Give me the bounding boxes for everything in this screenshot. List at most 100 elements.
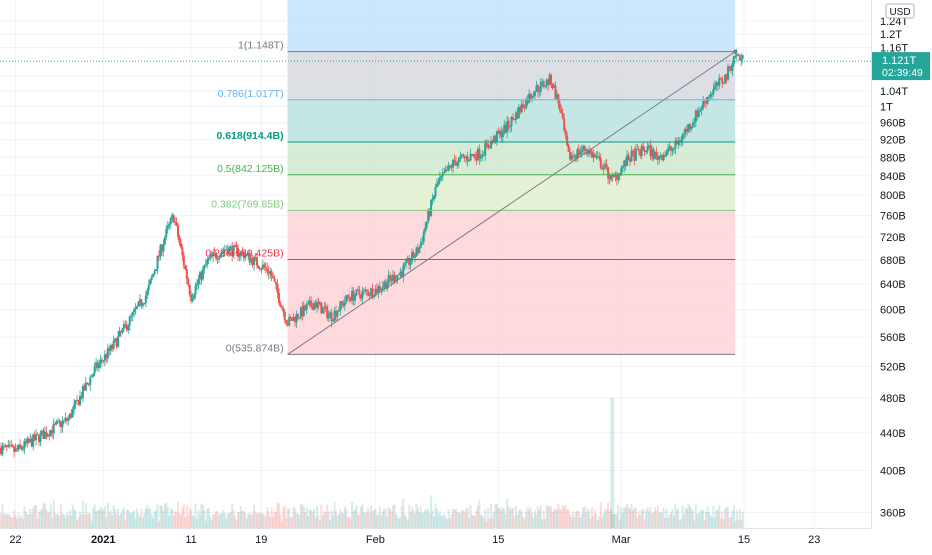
volume-bar [162, 510, 165, 528]
volume-bar [45, 509, 48, 528]
volume-bar [390, 511, 393, 528]
candle-body [29, 438, 32, 443]
volume-bar [40, 508, 43, 528]
volume-bar [599, 502, 602, 528]
candle-body [620, 168, 623, 176]
time-tick-label: 11 [185, 534, 196, 546]
candle-body [425, 221, 428, 228]
candle-body [349, 297, 352, 301]
volume-bar [498, 507, 501, 528]
candle-body [162, 244, 165, 252]
candle-body [633, 151, 636, 161]
volume-bar [610, 509, 613, 528]
candle-body [311, 306, 314, 310]
volume-bar [511, 508, 514, 528]
candle-body [301, 307, 304, 317]
fib-lines[interactable] [287, 51, 736, 355]
volume-bar [137, 513, 140, 528]
volume-bar [456, 512, 459, 528]
candle-body [260, 268, 263, 270]
candle-body [453, 159, 456, 162]
volume-bar [141, 517, 144, 528]
volume-bar [491, 517, 494, 528]
volume-bar [699, 510, 702, 528]
volume-bar [541, 519, 544, 528]
candle-body [563, 118, 566, 131]
candle-body [99, 359, 102, 364]
candle-body [263, 264, 266, 268]
volume-bar [668, 514, 671, 528]
candle-body [516, 112, 519, 119]
candle-body [337, 310, 340, 312]
candle-body [177, 225, 180, 237]
volume-bar [552, 510, 555, 528]
candle-body [399, 271, 402, 275]
volume-bar [728, 517, 731, 528]
volume-bar [631, 510, 634, 528]
volume-bar [118, 515, 121, 528]
currency-badge[interactable] [885, 3, 915, 19]
candle-body [623, 160, 626, 167]
candle-body [387, 275, 390, 284]
candle-body [332, 320, 335, 322]
candle-body [74, 400, 77, 405]
volume-bar [346, 516, 349, 528]
volume-bar [462, 510, 465, 528]
volume-bar [332, 515, 335, 528]
volume-bar [254, 511, 257, 528]
volume-bar [368, 513, 371, 528]
volume-bar [35, 505, 38, 528]
candle-body [105, 354, 108, 359]
volume-bar [119, 513, 122, 528]
candle-body [460, 154, 463, 157]
candle-body [560, 109, 563, 114]
candle-body [592, 154, 595, 158]
candle-body [454, 161, 457, 166]
candle-body [234, 245, 237, 247]
candle-body [81, 385, 84, 399]
candle-body [529, 93, 532, 99]
candle-body [285, 320, 288, 324]
candle-body [258, 268, 261, 270]
volume-bar [478, 500, 481, 528]
volume-bar [354, 509, 357, 528]
price-axis[interactable]: 1.24T1.2T1.16T1.08T1.04T1T960B920B880B84… [871, 0, 932, 550]
price-tick-label: 1.16T [880, 43, 908, 55]
candle-body [621, 166, 624, 169]
volume-bar [337, 514, 340, 528]
candle-body [310, 300, 313, 307]
volume-bar [343, 506, 346, 528]
volume-bar [177, 501, 180, 528]
volume-bar [11, 517, 14, 528]
candle-body [447, 165, 450, 171]
volume-bar [669, 512, 672, 528]
volume-bar [14, 515, 17, 528]
volume-bar [334, 510, 337, 528]
candle-body [441, 172, 444, 176]
volume-bar [697, 513, 700, 528]
candle-body [472, 154, 475, 156]
volume-bar [576, 510, 579, 528]
volume-bar [315, 505, 318, 528]
fib-trend-line[interactable] [287, 49, 738, 355]
candle-body [574, 155, 577, 159]
candle-body [482, 154, 485, 156]
candle-body [664, 155, 667, 157]
volume-bar [700, 509, 703, 528]
time-axis[interactable]: 22 2021 11 19 Feb 15 Mar 15 23 [0, 528, 932, 550]
trend-line[interactable] [287, 51, 736, 355]
volume-bar [236, 511, 239, 528]
candle-body [727, 66, 730, 80]
candle-body [248, 252, 251, 263]
candle-body [122, 323, 125, 329]
candle-body [473, 154, 476, 158]
candle-body [722, 83, 725, 85]
candle-body [421, 241, 424, 243]
candle-body [371, 288, 374, 297]
candle-body [675, 140, 678, 145]
candle-body [501, 133, 504, 138]
volume-bar [329, 520, 332, 528]
trend-end-dot[interactable] [733, 49, 738, 54]
